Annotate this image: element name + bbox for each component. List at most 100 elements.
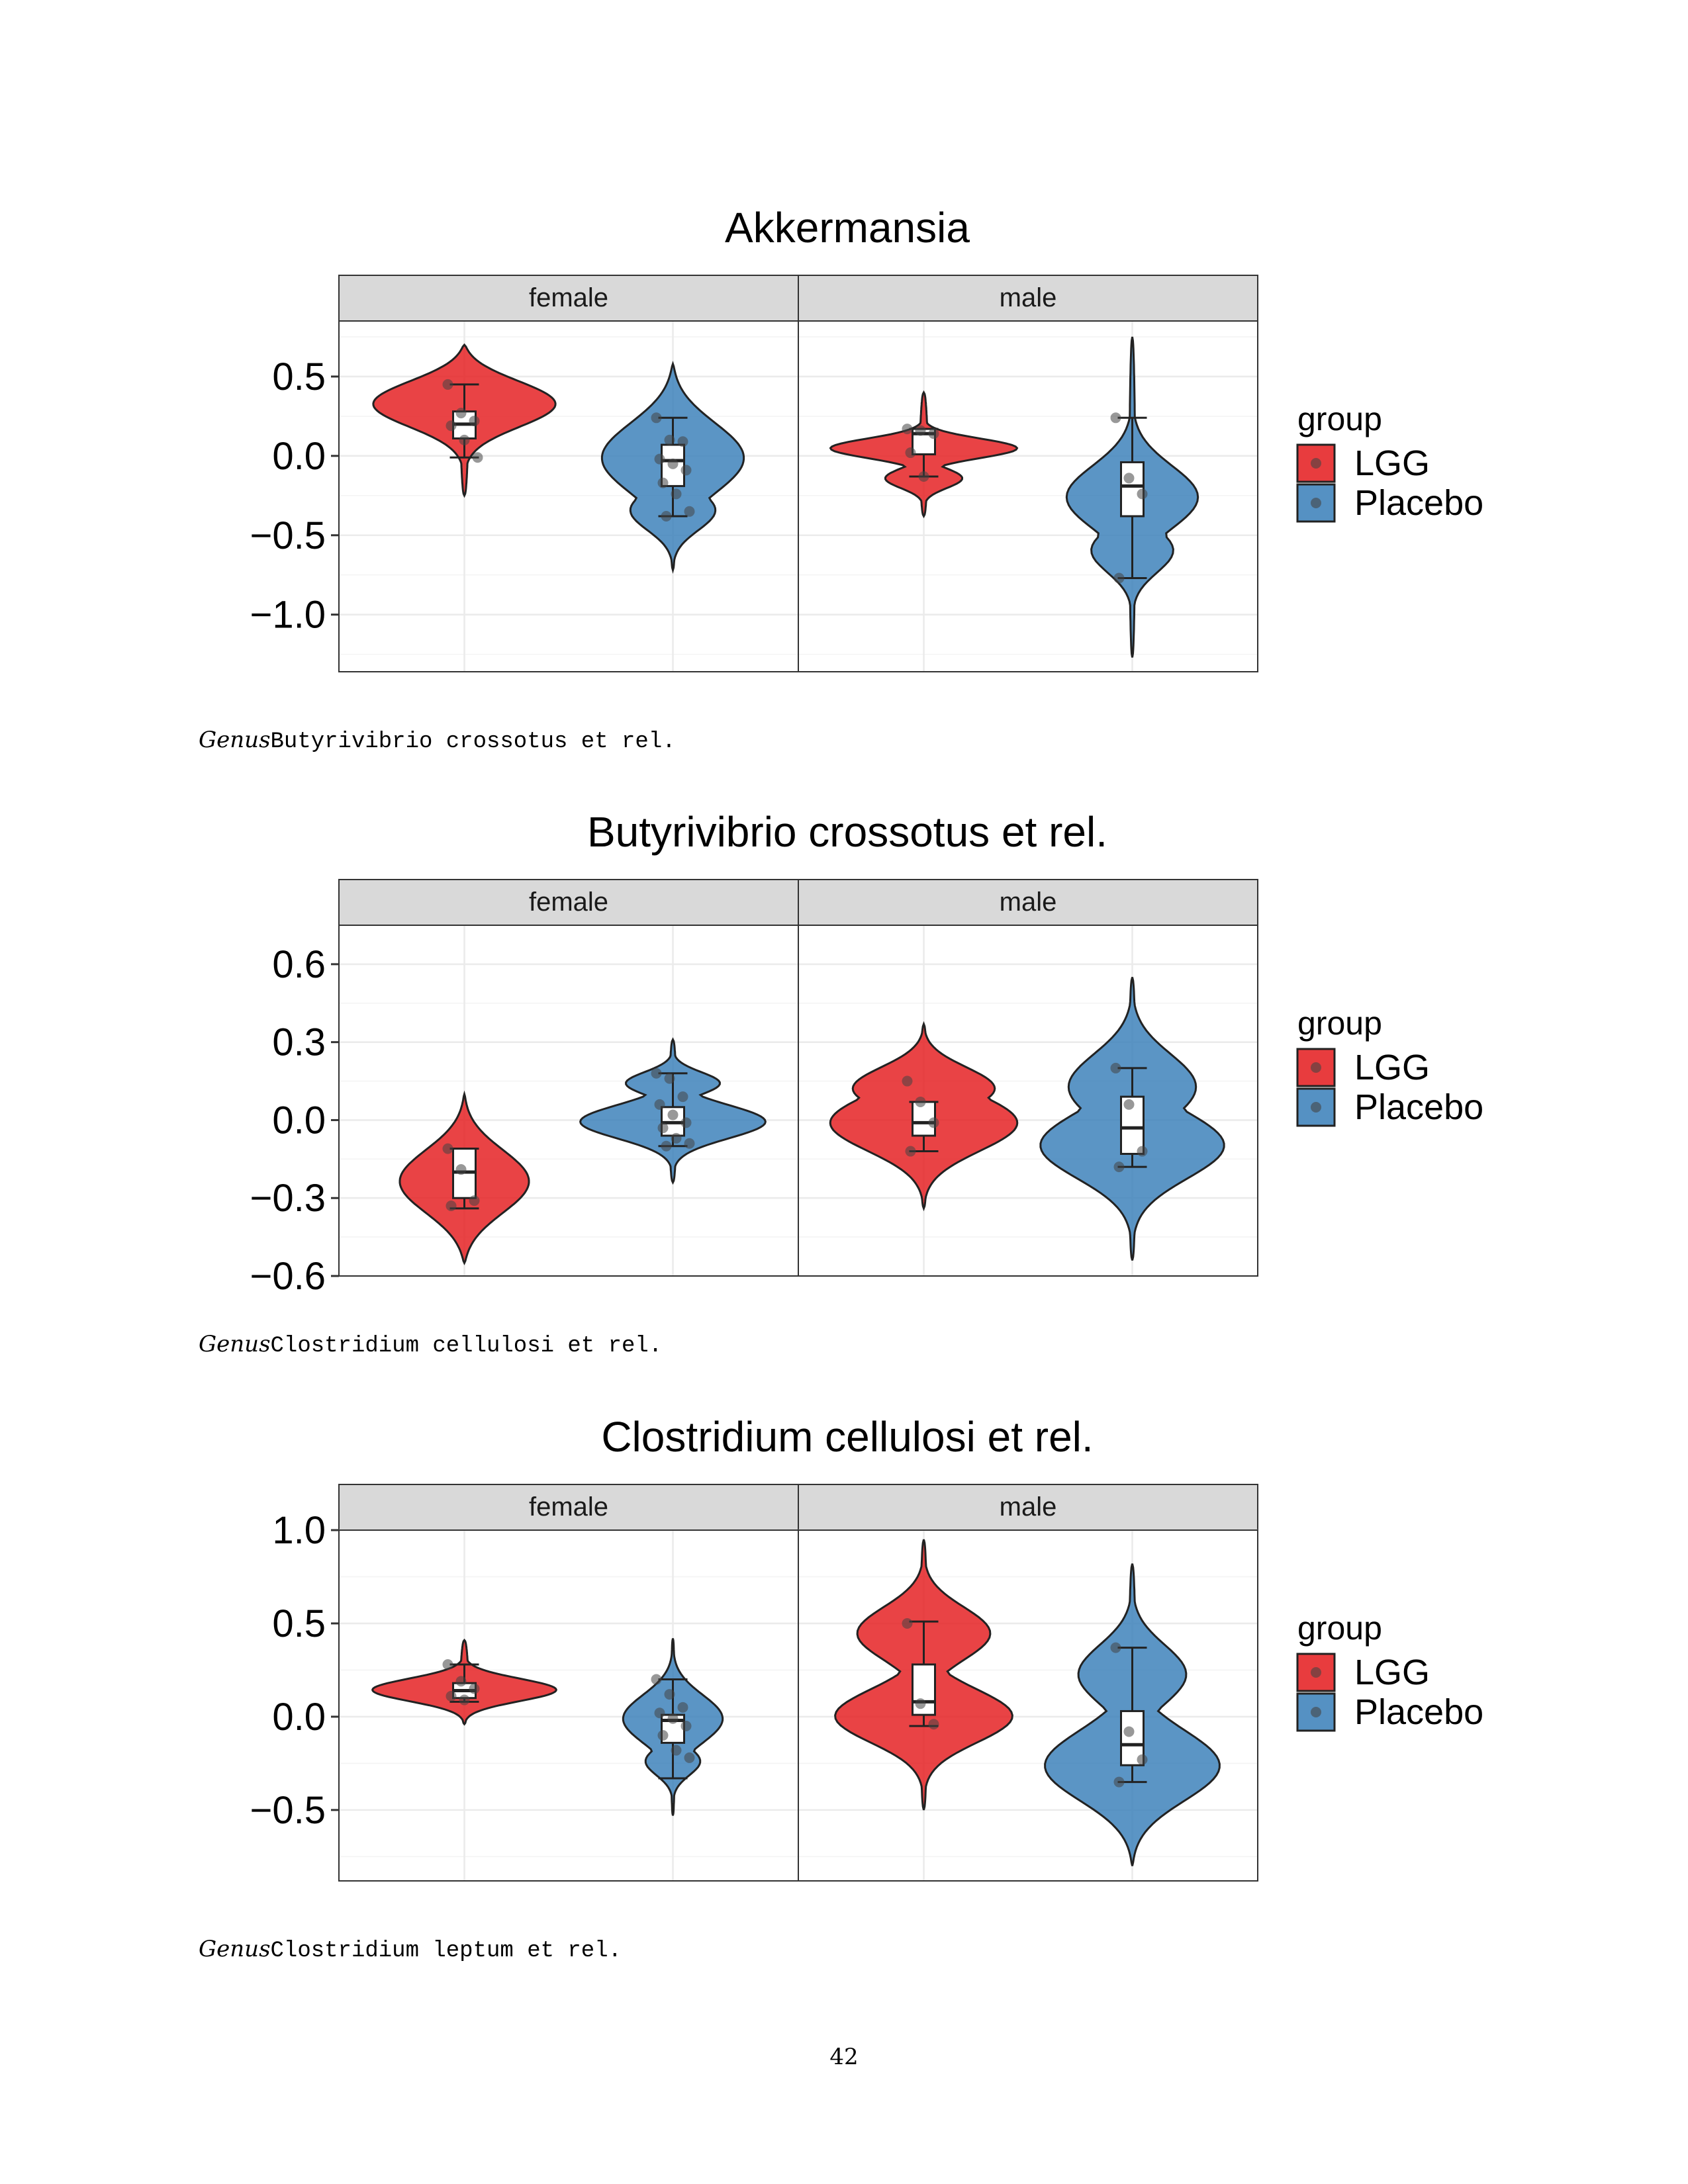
chart-svg: Clostridium cellulosi et rel. Relative Ab… bbox=[187, 1413, 1483, 1911]
data-point bbox=[1123, 1726, 1135, 1737]
data-point bbox=[1137, 488, 1148, 500]
caption-italic: Genus bbox=[199, 727, 271, 753]
data-point bbox=[905, 1146, 916, 1157]
legend-label-lgg: LGG bbox=[1354, 1048, 1430, 1087]
data-point bbox=[677, 1091, 688, 1103]
caption-mono: Butyrivibrio crossotus et rel. bbox=[270, 729, 676, 754]
y-tick-label: 0.0 bbox=[272, 1696, 326, 1739]
data-point bbox=[469, 1195, 480, 1206]
data-point bbox=[455, 1676, 467, 1687]
caption-mono: Clostridium leptum et rel. bbox=[270, 1938, 622, 1964]
y-tick-label: 0.0 bbox=[272, 1099, 326, 1142]
data-point bbox=[442, 379, 453, 390]
data-point bbox=[680, 1117, 692, 1128]
data-point bbox=[1113, 1161, 1125, 1173]
data-point bbox=[902, 424, 913, 435]
caption-italic: Genus bbox=[199, 1936, 271, 1962]
data-point bbox=[1110, 1642, 1121, 1653]
data-point bbox=[654, 453, 665, 465]
data-point bbox=[657, 1122, 669, 1134]
data-point bbox=[661, 1140, 672, 1152]
facet-strip bbox=[798, 275, 1258, 322]
data-point bbox=[671, 1745, 682, 1756]
legend-label-lgg: LGG bbox=[1354, 443, 1430, 483]
data-point bbox=[680, 465, 692, 476]
data-point bbox=[469, 416, 480, 427]
boxplot-box bbox=[1120, 461, 1145, 518]
legend-label-placebo: Placebo bbox=[1354, 1087, 1483, 1127]
chart-svg: Butyrivibrio crossotus et rel. Relative A… bbox=[225, 808, 1483, 1298]
data-point bbox=[654, 1707, 665, 1719]
data-point bbox=[657, 477, 669, 488]
legend-key-point bbox=[1311, 458, 1321, 469]
panel-background bbox=[339, 321, 798, 672]
data-point bbox=[455, 1164, 467, 1175]
facet-strip bbox=[338, 879, 799, 926]
violin-chart-butyrivibrio: Butyrivibrio crossotus et rel. Relative A… bbox=[185, 790, 1509, 1306]
legend-label-placebo: Placebo bbox=[1354, 1692, 1483, 1732]
chart-title: Butyrivibrio crossotus et rel. bbox=[587, 808, 1107, 856]
chart-title: Clostridium cellulosi et rel. bbox=[601, 1413, 1093, 1461]
data-point bbox=[915, 1096, 926, 1107]
panel-border bbox=[798, 320, 1258, 672]
y-tick-label: 0.0 bbox=[272, 435, 326, 478]
data-point bbox=[1113, 1776, 1125, 1788]
legend-label-lgg: LGG bbox=[1354, 1653, 1430, 1692]
data-point bbox=[677, 436, 688, 447]
y-tick-label: 0.3 bbox=[272, 1021, 326, 1064]
data-point bbox=[667, 1109, 679, 1120]
data-point bbox=[928, 1117, 939, 1128]
data-point bbox=[1123, 1099, 1135, 1110]
data-point bbox=[902, 1617, 913, 1629]
data-point bbox=[442, 1143, 453, 1154]
violin-chart-akkermansia: Akkermansia Relative Abundance (relative f… bbox=[185, 185, 1509, 702]
data-point bbox=[654, 1099, 665, 1110]
data-point bbox=[1137, 1754, 1148, 1765]
data-point bbox=[671, 1132, 682, 1144]
data-point bbox=[1137, 1146, 1148, 1157]
violin-chart-clostridium-cellulosi: Clostridium cellulosi et rel. Relative Ab… bbox=[185, 1394, 1509, 1911]
data-point bbox=[664, 1073, 675, 1084]
y-axis-label: Relative Abundance (relative bbox=[187, 1498, 226, 1911]
data-point bbox=[1110, 412, 1121, 424]
legend-label-placebo: Placebo bbox=[1354, 483, 1483, 523]
data-point bbox=[445, 1690, 457, 1702]
data-point bbox=[459, 1694, 470, 1706]
facet-label: female bbox=[529, 283, 608, 312]
data-point bbox=[445, 1201, 457, 1211]
legend-key-point bbox=[1311, 1102, 1321, 1113]
data-point bbox=[455, 408, 467, 419]
data-point bbox=[677, 1702, 688, 1713]
data-point bbox=[657, 1730, 669, 1741]
facet-label: male bbox=[1000, 887, 1057, 917]
data-point bbox=[651, 1068, 662, 1079]
legend-key-point bbox=[1311, 1667, 1321, 1678]
data-point bbox=[651, 1674, 662, 1685]
panel-background bbox=[339, 925, 798, 1276]
data-point bbox=[445, 420, 457, 432]
data-point bbox=[651, 412, 662, 424]
facet-strip bbox=[338, 1484, 799, 1531]
y-tick-label: 0.5 bbox=[272, 355, 326, 398]
data-point bbox=[664, 1689, 675, 1700]
y-tick-label: −0.5 bbox=[250, 1789, 326, 1832]
data-point bbox=[915, 1698, 926, 1709]
legend-key-point bbox=[1311, 1707, 1321, 1717]
page-number: 42 bbox=[829, 2044, 859, 2070]
facet-label: female bbox=[529, 1492, 608, 1522]
data-point bbox=[684, 1752, 695, 1763]
data-point bbox=[664, 434, 675, 445]
y-tick-label: 1.0 bbox=[272, 1509, 326, 1552]
figure-caption: GenusButyrivibrio crossotus et rel. bbox=[199, 727, 676, 754]
legend-title: group bbox=[1297, 1005, 1382, 1042]
data-point bbox=[472, 452, 483, 463]
facet-label: female bbox=[529, 887, 608, 917]
y-tick-label: 0.5 bbox=[272, 1602, 326, 1645]
data-point bbox=[469, 1683, 480, 1694]
data-point bbox=[902, 1075, 913, 1087]
y-axis-label: Relative Abundance (relative bbox=[187, 289, 226, 702]
y-tick-label: −0.3 bbox=[250, 1177, 326, 1220]
data-point bbox=[1123, 473, 1135, 484]
panel-background bbox=[339, 1530, 798, 1881]
